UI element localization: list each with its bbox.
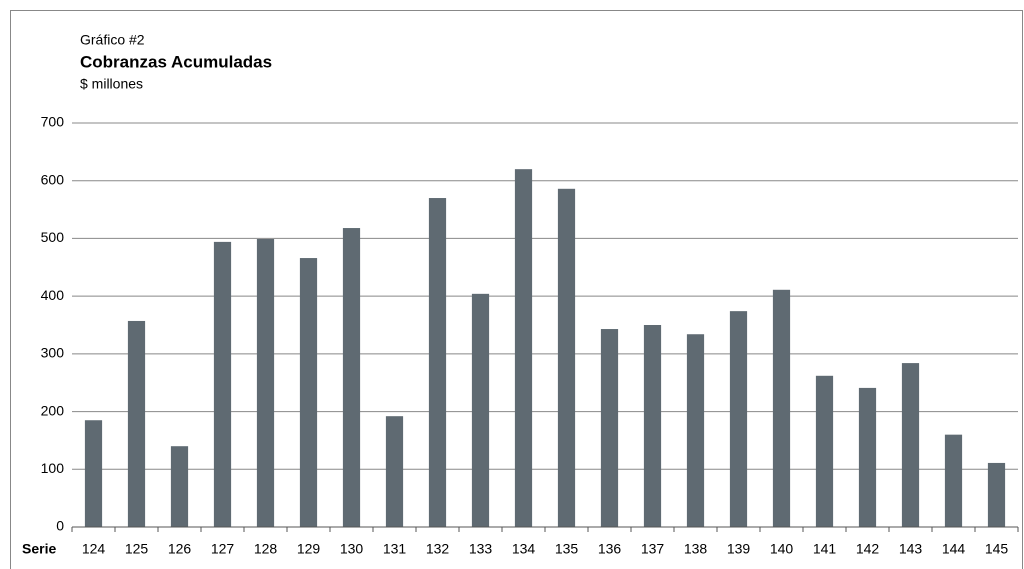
x-tick-label: 143 xyxy=(899,541,923,557)
x-tick-label: 131 xyxy=(383,541,407,557)
y-tick-label: 700 xyxy=(41,114,65,130)
x-tick-label: 125 xyxy=(125,541,149,557)
x-tick-label: 129 xyxy=(297,541,321,557)
y-tick-label: 600 xyxy=(41,171,65,187)
y-tick-label: 0 xyxy=(56,518,64,534)
bar xyxy=(686,334,705,527)
bar xyxy=(213,241,232,528)
x-tick-label: 127 xyxy=(211,541,235,557)
bar xyxy=(815,375,834,527)
x-tick-label: 130 xyxy=(340,541,364,557)
x-tick-label: 136 xyxy=(598,541,622,557)
x-tick-label: 141 xyxy=(813,541,837,557)
bar xyxy=(858,387,877,527)
x-tick-label: 124 xyxy=(82,541,106,557)
chart-kicker: Gráfico #2 xyxy=(80,32,145,48)
bar xyxy=(729,311,748,527)
x-tick-label: 126 xyxy=(168,541,192,557)
bar xyxy=(772,289,791,527)
x-axis-label: Serie xyxy=(22,541,56,557)
frame xyxy=(10,10,1023,569)
bar xyxy=(514,169,533,527)
x-tick-label: 133 xyxy=(469,541,493,557)
bar xyxy=(170,446,189,527)
bar xyxy=(471,293,490,527)
chart-title: Cobranzas Acumuladas xyxy=(80,52,272,71)
bar xyxy=(342,228,361,528)
bar xyxy=(385,416,404,527)
y-tick-label: 500 xyxy=(41,229,65,245)
y-tick-label: 300 xyxy=(41,345,65,361)
bar xyxy=(944,434,963,527)
bar xyxy=(987,462,1006,527)
y-tick-label: 200 xyxy=(41,402,65,418)
bar xyxy=(127,320,146,527)
x-tick-label: 137 xyxy=(641,541,665,557)
x-tick-label: 128 xyxy=(254,541,278,557)
y-tick-label: 400 xyxy=(41,287,65,303)
bar xyxy=(600,329,619,527)
x-tick-label: 140 xyxy=(770,541,794,557)
bar xyxy=(84,420,103,527)
x-tick-label: 144 xyxy=(942,541,966,557)
x-tick-label: 145 xyxy=(985,541,1009,557)
bar xyxy=(901,363,920,527)
bar xyxy=(557,188,576,527)
bar xyxy=(643,325,662,527)
y-tick-label: 100 xyxy=(41,460,65,476)
x-tick-label: 142 xyxy=(856,541,880,557)
x-tick-label: 135 xyxy=(555,541,579,557)
x-tick-label: 138 xyxy=(684,541,708,557)
bar xyxy=(299,258,318,527)
bar xyxy=(428,198,447,527)
x-tick-label: 132 xyxy=(426,541,450,557)
unit-label: $ millones xyxy=(80,76,143,92)
x-tick-label: 134 xyxy=(512,541,536,557)
bar xyxy=(256,239,275,527)
x-tick-label: 139 xyxy=(727,541,751,557)
